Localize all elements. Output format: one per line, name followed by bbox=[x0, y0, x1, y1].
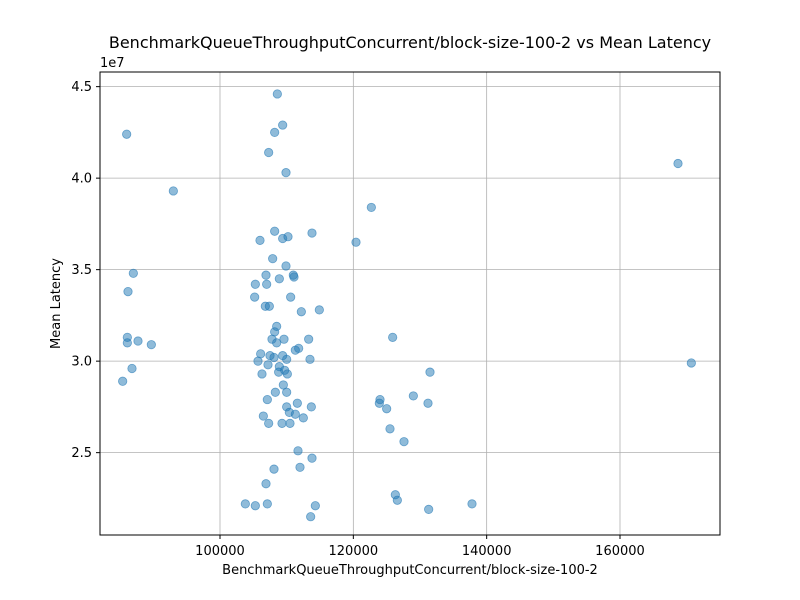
scatter-point bbox=[269, 464, 279, 474]
scatter-point bbox=[424, 504, 434, 514]
scatter-point bbox=[272, 89, 282, 99]
scatter-point bbox=[281, 261, 291, 271]
x-tick-label: 120000 bbox=[329, 544, 379, 559]
scatter-point bbox=[279, 334, 289, 344]
scatter-point bbox=[351, 237, 361, 247]
scatter-point bbox=[270, 127, 280, 137]
data-points bbox=[118, 89, 696, 522]
y-tick-label: 4.5 bbox=[71, 80, 92, 95]
y-tick-label: 3.5 bbox=[71, 263, 92, 278]
scatter-point bbox=[274, 274, 284, 284]
scatter-point bbox=[290, 409, 300, 419]
grid bbox=[100, 72, 720, 535]
scatter-point bbox=[274, 367, 284, 377]
scatter-point bbox=[294, 343, 304, 353]
scatter-point bbox=[425, 367, 435, 377]
scatter-point bbox=[307, 228, 317, 238]
scatter-point bbox=[269, 352, 279, 363]
scatter-point bbox=[282, 354, 292, 364]
x-axis-label: BenchmarkQueueThroughputConcurrent/block… bbox=[222, 563, 598, 578]
scatter-point bbox=[392, 495, 402, 505]
scatter-point bbox=[292, 398, 302, 408]
scatter-point bbox=[314, 305, 324, 315]
scatter-point bbox=[122, 129, 132, 139]
scatter-point bbox=[258, 411, 268, 421]
scatter-point bbox=[307, 453, 317, 463]
scatter-point bbox=[123, 287, 133, 297]
scatter-point bbox=[305, 354, 315, 364]
scatter-point bbox=[298, 413, 308, 423]
scatter-point bbox=[289, 272, 299, 282]
scatter-point bbox=[262, 394, 272, 405]
scatter-point bbox=[268, 254, 278, 264]
y-tick-label: 2.5 bbox=[71, 446, 92, 461]
y-tick-label: 3.0 bbox=[71, 355, 92, 370]
scatter-point bbox=[388, 332, 398, 342]
x-tick-label: 160000 bbox=[595, 544, 645, 559]
scatter-point bbox=[262, 499, 272, 509]
scatter-point bbox=[270, 387, 280, 397]
scatter-point bbox=[686, 358, 696, 368]
scatter-point bbox=[127, 363, 137, 374]
scatter-point bbox=[262, 279, 272, 289]
scatter-point bbox=[240, 499, 250, 509]
scatter-point bbox=[366, 202, 376, 213]
scatter-point bbox=[673, 158, 683, 169]
scatter-point bbox=[261, 479, 271, 489]
scatter-point bbox=[264, 301, 274, 311]
scatter-point bbox=[250, 292, 260, 302]
y-axis-label: Mean Latency bbox=[49, 258, 64, 349]
scatter-point bbox=[261, 270, 271, 280]
scatter-point bbox=[282, 387, 292, 397]
scatter-point bbox=[293, 446, 303, 456]
scatter-point bbox=[423, 398, 433, 408]
scatter-point bbox=[122, 338, 132, 348]
scatter-point bbox=[146, 340, 156, 350]
scatter-point bbox=[304, 334, 314, 344]
scatter-point bbox=[257, 369, 267, 379]
scatter-point bbox=[385, 424, 395, 434]
x-tick-label: 100000 bbox=[195, 544, 245, 559]
scatter-point bbox=[286, 292, 296, 302]
axis-ticks: 100000 120000 140000 160000 2.5 3.0 3.5 4.0 4.5 bbox=[71, 80, 645, 559]
scatter-point bbox=[133, 336, 143, 346]
scatter-point bbox=[306, 512, 316, 522]
scatter-point bbox=[250, 501, 260, 511]
scatter-point bbox=[283, 232, 293, 242]
scatter-point bbox=[306, 402, 316, 412]
scatter-point bbox=[285, 418, 295, 428]
scatter-point bbox=[253, 356, 263, 366]
scatter-point bbox=[264, 418, 274, 428]
y-axis-scale-label: 1e7 bbox=[100, 56, 125, 71]
plot-frame bbox=[99, 71, 721, 536]
scatter-point bbox=[278, 120, 288, 130]
x-tick-label: 140000 bbox=[462, 544, 512, 559]
scatter-point bbox=[255, 235, 265, 245]
scatter-point bbox=[281, 168, 291, 178]
scatter-point bbox=[277, 418, 287, 428]
scatter-point bbox=[168, 186, 178, 196]
y-tick-label: 4.0 bbox=[71, 172, 92, 187]
scatter-point bbox=[270, 226, 280, 236]
scatter-point bbox=[295, 462, 305, 472]
chart-title: BenchmarkQueueThroughputConcurrent/block… bbox=[109, 33, 711, 52]
scatter-point bbox=[310, 501, 320, 511]
scatter-point bbox=[118, 376, 128, 386]
scatter-point bbox=[374, 398, 384, 408]
scatter-point bbox=[382, 404, 392, 414]
scatter-point bbox=[408, 391, 418, 401]
scatter-point bbox=[264, 147, 274, 158]
scatter-point bbox=[282, 369, 292, 379]
scatter-point bbox=[399, 437, 409, 447]
scatter-point bbox=[263, 360, 273, 370]
scatter-point bbox=[296, 307, 306, 317]
scatter-point bbox=[250, 279, 260, 289]
scatter-point bbox=[467, 499, 477, 509]
scatter-point bbox=[128, 268, 138, 278]
scatter-point bbox=[272, 338, 282, 348]
